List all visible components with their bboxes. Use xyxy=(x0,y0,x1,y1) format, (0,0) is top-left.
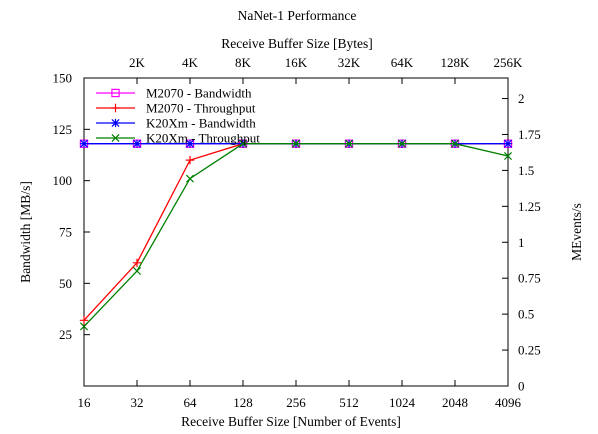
chart-title: NaNet-1 Performance xyxy=(238,8,357,23)
x-tick-label: 128 xyxy=(233,395,253,410)
y-axis-title: Bandwidth [MB/s] xyxy=(18,181,33,283)
x2-tick-label: 8K xyxy=(235,55,252,70)
series-line-4 xyxy=(83,143,509,327)
x2-axis-title: Receive Buffer Size [Bytes] xyxy=(221,36,373,51)
series-4-point xyxy=(344,139,354,148)
series-2-point xyxy=(185,155,195,165)
x2-tick-label: 128K xyxy=(441,55,471,70)
x-tick-label: 64 xyxy=(184,395,198,410)
series-3-point xyxy=(132,139,142,148)
series-4-point xyxy=(397,139,407,148)
x-tick-label: 1024 xyxy=(389,395,416,410)
y2-axis-title: MEvents/s xyxy=(569,203,584,261)
legend-label-3: K20Xm - Bandwidth xyxy=(146,116,256,131)
series-2-point xyxy=(79,316,89,325)
legend-marker-4 xyxy=(111,133,120,143)
y2-tick-label: 0.25 xyxy=(518,343,541,358)
series-3-point xyxy=(185,139,195,148)
y2-tick-label: 1.25 xyxy=(518,199,541,214)
y2-tick-label: 0 xyxy=(518,379,525,394)
series-4-point xyxy=(238,139,248,148)
legend-label-1: M2070 - Bandwidth xyxy=(146,86,252,101)
legend-marker-3 xyxy=(111,118,120,128)
y2-tick-label: 2 xyxy=(518,91,525,106)
x-axis-title: Receive Buffer Size [Number of Events] xyxy=(181,414,401,429)
x-tick-label: 16 xyxy=(78,395,92,410)
x-tick-label: 2048 xyxy=(442,395,468,410)
y-tick-label: 150 xyxy=(53,71,73,86)
y2-tick-label: 1.5 xyxy=(518,163,534,178)
legend-marker-2 xyxy=(111,103,120,113)
x2-tick-label: 64K xyxy=(391,55,414,70)
series-4-point xyxy=(132,266,142,276)
y-tick-label: 100 xyxy=(53,173,73,188)
series-4-point xyxy=(503,152,513,161)
legend-marker-1 xyxy=(111,88,120,98)
series-4-point xyxy=(450,139,460,148)
y-tick-label: 125 xyxy=(53,122,73,137)
x-tick-label: 512 xyxy=(339,395,359,410)
y-tick-label: 75 xyxy=(59,225,72,240)
series-3-point xyxy=(79,139,89,148)
x2-tick-label: 16K xyxy=(285,55,308,70)
x2-tick-label: 4K xyxy=(182,55,199,70)
series-3-point xyxy=(503,139,513,148)
series-2-point xyxy=(132,258,142,267)
legend-label-4: K20Xm - Throughput xyxy=(146,131,260,146)
series-line-2 xyxy=(83,143,508,321)
y-tick-label: 25 xyxy=(59,327,72,342)
y2-tick-label: 1 xyxy=(518,235,525,250)
y2-tick-label: 1.75 xyxy=(518,127,541,142)
y2-tick-label: 0.5 xyxy=(518,307,534,322)
x-tick-label: 4096 xyxy=(495,395,522,410)
x-tick-label: 256 xyxy=(286,395,306,410)
x-tick-label: 32 xyxy=(131,395,144,410)
plot-area: 16 32 64 128 256 512 1024 2048 4096 2K 4K 8K 16K 32K 6… xyxy=(53,55,541,410)
series-4-point xyxy=(291,139,301,148)
x2-tick-label: 32K xyxy=(338,55,361,70)
series-4-point xyxy=(79,322,89,331)
y2-tick-label: 0.75 xyxy=(518,271,541,286)
x2-tick-label: 2K xyxy=(129,55,146,70)
series-4-point xyxy=(185,174,195,183)
legend-label-2: M2070 - Throughput xyxy=(146,101,256,116)
x2-tick-label: 256K xyxy=(494,55,524,70)
y-tick-label: 50 xyxy=(59,276,72,291)
